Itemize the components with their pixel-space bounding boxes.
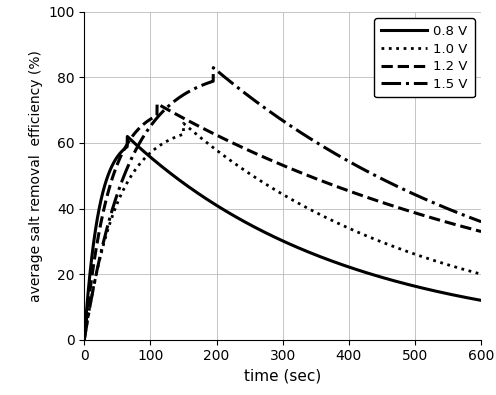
1.2 V: [150, 115, 156, 120]
1.5 V: [471, 216, 477, 221]
X-axis label: time (sec): time (sec): [244, 369, 321, 384]
0.8 V: [471, 297, 477, 301]
1.5 V: [428, 199, 434, 204]
Legend: 0.8 V, 1.0 V, 1.2 V, 1.5 V: 0.8 V, 1.0 V, 1.2 V, 1.5 V: [374, 19, 475, 98]
1.5 V: [234, 84, 240, 89]
0.8 V: [126, 136, 132, 141]
Line: 1.5 V: 1.5 V: [84, 68, 481, 340]
0.8 V: [81, 337, 87, 342]
0.8 V: [251, 224, 257, 229]
1.5 V: [150, 120, 156, 125]
1.0 V: [181, 121, 186, 126]
Line: 1.2 V: 1.2 V: [84, 103, 481, 340]
1.0 V: [478, 272, 484, 276]
1.5 V: [251, 98, 257, 102]
1.0 V: [234, 162, 240, 167]
0.8 V: [150, 157, 156, 162]
0.8 V: [478, 298, 484, 303]
1.2 V: [154, 101, 160, 106]
1.2 V: [81, 337, 87, 342]
0.8 V: [124, 134, 130, 139]
Y-axis label: average salt removal  efficiency (%): average salt removal efficiency (%): [29, 50, 43, 302]
Line: 1.0 V: 1.0 V: [84, 123, 481, 340]
1.0 V: [251, 174, 257, 179]
1.2 V: [478, 229, 484, 234]
0.8 V: [234, 215, 240, 220]
0.8 V: [428, 288, 434, 292]
1.0 V: [471, 270, 477, 275]
1.2 V: [126, 138, 132, 143]
1.0 V: [150, 148, 156, 153]
1.2 V: [234, 143, 240, 147]
1.5 V: [126, 160, 132, 165]
1.0 V: [428, 257, 434, 262]
1.5 V: [478, 219, 484, 224]
1.2 V: [471, 227, 477, 232]
1.0 V: [126, 176, 132, 181]
1.5 V: [210, 65, 216, 70]
1.2 V: [428, 215, 434, 220]
Line: 0.8 V: 0.8 V: [84, 136, 481, 340]
1.0 V: [81, 337, 87, 342]
1.5 V: [81, 337, 87, 342]
1.2 V: [251, 150, 257, 155]
